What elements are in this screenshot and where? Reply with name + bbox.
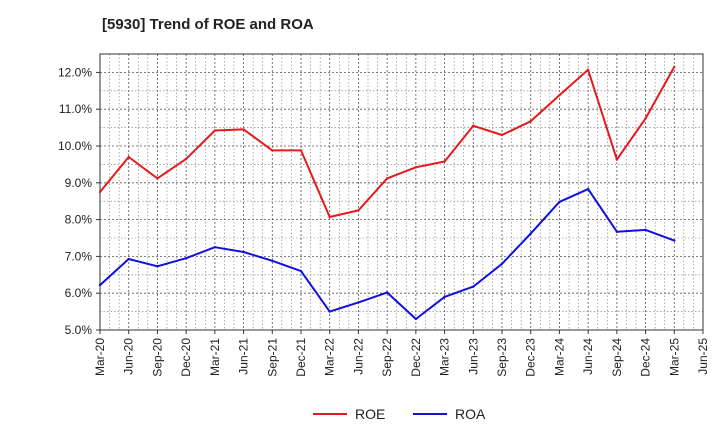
data-point-roa (213, 246, 217, 249)
x-tick-label: Mar-22 (323, 338, 337, 376)
data-point-roe (558, 94, 561, 97)
data-point-roa (357, 301, 360, 304)
data-point-roe (472, 124, 475, 127)
chart-title: [5930] Trend of ROE and ROA (102, 16, 314, 33)
data-point-roa (558, 200, 561, 204)
data-point-roa (299, 269, 303, 273)
data-point-roa (673, 239, 676, 242)
data-point-roa (156, 265, 159, 268)
x-tick-label: Dec-21 (294, 338, 308, 377)
data-point-roa (98, 283, 102, 287)
data-point-roa (615, 230, 619, 233)
x-tick-label: Jun-23 (466, 338, 480, 375)
data-point-roe (271, 149, 274, 152)
data-point-roa (644, 228, 647, 232)
y-tick-label: 8.0% (65, 213, 93, 227)
data-point-roa (271, 259, 274, 263)
x-tick-label: Jun-20 (122, 338, 136, 375)
x-tick-label: Sep-20 (150, 338, 164, 377)
x-tick-label: Jun-22 (351, 338, 365, 375)
data-point-roa (328, 310, 331, 313)
data-point-roa (184, 257, 188, 260)
legend-label-roe: ROE (355, 406, 385, 422)
data-point-roa (529, 232, 532, 235)
data-point-roa (443, 295, 446, 299)
x-tick-label: Mar-20 (93, 338, 107, 376)
data-point-roa (472, 285, 475, 288)
data-point-roe (586, 68, 590, 72)
x-tick-label: Sep-21 (265, 338, 279, 377)
y-tick-label: 10.0% (58, 139, 92, 153)
data-point-roe (443, 160, 446, 163)
y-tick-label: 6.0% (65, 286, 93, 300)
data-point-roe (213, 129, 217, 132)
data-point-roe (615, 158, 619, 161)
y-tick-label: 5.0% (65, 323, 93, 337)
data-point-roe (529, 120, 532, 123)
x-tick-label: Mar-24 (552, 338, 566, 376)
x-tick-label: Dec-24 (639, 338, 653, 377)
legend-label-roa: ROA (455, 406, 486, 422)
data-point-roe (357, 209, 360, 212)
y-tick-label: 11.0% (59, 102, 92, 116)
data-point-roe (242, 128, 245, 131)
data-point-roa (586, 187, 590, 191)
x-tick-label: Sep-23 (495, 338, 509, 377)
plot-background (100, 54, 703, 330)
x-tick-label: Mar-23 (438, 338, 452, 376)
data-point-roe (328, 215, 331, 219)
x-tick-label: Jun-21 (237, 338, 251, 375)
y-tick-label: 7.0% (65, 249, 93, 263)
x-tick-label: Dec-22 (409, 338, 423, 377)
data-point-roa (385, 291, 389, 294)
x-tick-label: Dec-20 (179, 338, 193, 377)
data-point-roe (644, 117, 647, 120)
data-point-roe (500, 133, 504, 137)
data-point-roe (299, 149, 303, 152)
data-point-roa (500, 262, 504, 265)
data-point-roe (673, 65, 676, 69)
x-tick-label: Jun-25 (696, 338, 710, 375)
data-point-roe (98, 190, 102, 194)
x-tick-label: Mar-25 (667, 338, 681, 376)
x-tick-label: Dec-23 (524, 338, 538, 377)
data-point-roa (414, 317, 418, 321)
x-tick-label: Jun-24 (581, 338, 595, 375)
data-point-roe (414, 166, 418, 169)
data-point-roe (156, 177, 159, 180)
y-tick-label: 12.0% (58, 65, 92, 79)
x-tick-label: Sep-22 (380, 338, 394, 377)
data-point-roe (127, 155, 130, 159)
data-point-roa (242, 250, 245, 254)
x-tick-label: Mar-21 (208, 338, 222, 376)
y-tick-label: 9.0% (65, 176, 93, 190)
x-tick-label: Sep-24 (610, 338, 624, 377)
data-point-roe (184, 157, 188, 161)
data-point-roa (127, 257, 130, 261)
data-point-roe (385, 177, 389, 180)
